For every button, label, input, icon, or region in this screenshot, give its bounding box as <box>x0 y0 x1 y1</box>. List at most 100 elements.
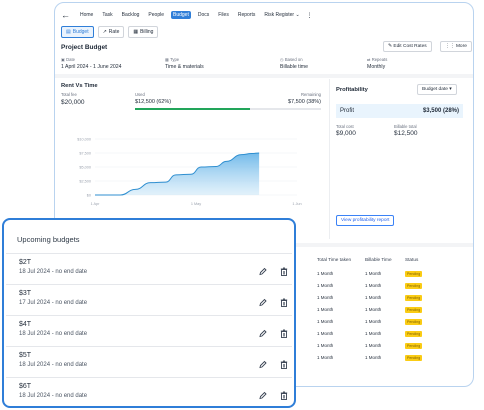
cell-total-time: 1 Month <box>317 307 334 312</box>
page-title: Project Budget <box>61 44 108 51</box>
budget-progress-fill <box>135 108 251 110</box>
chart-area <box>95 153 260 195</box>
subtab-budget[interactable]: ▤ Budget <box>61 26 94 38</box>
billable-total-label: Billable total <box>394 124 417 129</box>
cell-total-time: 1 Month <box>317 283 334 288</box>
type-icon: ▦ <box>165 57 169 62</box>
status-badge: Pending <box>405 355 423 361</box>
cell-total-time: 1 Month <box>317 355 334 360</box>
cell-billable-time: 1 Month <box>365 343 382 348</box>
table-row[interactable]: 1 Month 1 Month Pending <box>317 355 423 361</box>
table-row[interactable]: 1 Month 1 Month Pending <box>317 319 423 325</box>
meta-date-value: 1 April 2024 - 1 June 2024 <box>61 64 122 70</box>
total-fee-value: $20,000 <box>61 99 85 106</box>
delete-trash-icon[interactable] <box>280 263 288 276</box>
col-total-time: Total Time taken <box>317 257 352 262</box>
delete-trash-icon[interactable] <box>280 356 288 369</box>
edit-cost-rates-button[interactable]: ✎ Edit Cost Rates <box>383 41 432 52</box>
delete-trash-icon[interactable] <box>280 387 288 400</box>
subtab-rate[interactable]: ↗ Rate <box>97 26 125 38</box>
subtab-billing[interactable]: ▦ Billing <box>128 26 159 38</box>
cell-billable-time: 1 Month <box>365 283 382 288</box>
profitability-card: Profitability Budget date ▾ Profit $3,50… <box>329 79 470 239</box>
edit-pencil-icon[interactable] <box>259 294 267 307</box>
nav-docs[interactable]: Docs <box>197 12 210 18</box>
status-badge: Pending <box>405 295 423 301</box>
profit-value: $3,500 (28%) <box>422 108 459 114</box>
used-label: Used <box>135 92 145 97</box>
nav-people[interactable]: People <box>148 12 164 18</box>
nav-risk-register[interactable]: Risk Register ⌄ <box>264 12 300 18</box>
budget-date-range: 18 Jul 2024 - no end date <box>19 269 88 275</box>
edit-pencil-icon[interactable] <box>259 387 267 400</box>
table-row[interactable]: 1 Month 1 Month Pending <box>317 295 423 301</box>
meta-based-label: Based on <box>284 57 303 62</box>
subtab-rate-label: Rate <box>108 29 120 35</box>
subtab-budget-label: Budget <box>72 29 89 35</box>
budget-name: $4T <box>19 321 32 328</box>
cell-total-time: 1 Month <box>317 271 334 276</box>
nav-files[interactable]: Files <box>218 12 229 18</box>
col-status: Status <box>405 257 419 262</box>
total-cost-label: Total cost <box>336 124 354 129</box>
delete-trash-icon[interactable] <box>280 294 288 307</box>
status-badge: Pending <box>405 283 423 289</box>
repeat-icon: ⇄ <box>367 57 371 62</box>
y-tick-label: $7,500 <box>79 152 91 156</box>
cell-total-time: 1 Month <box>317 331 334 336</box>
edit-pencil-icon[interactable] <box>259 263 267 276</box>
budget-name: $5T <box>19 352 32 359</box>
calendar-icon: ▣ <box>61 57 65 62</box>
remaining-label: Remaining <box>300 92 321 97</box>
delete-trash-icon[interactable] <box>280 325 288 338</box>
more-vert-icon[interactable]: ⋮ <box>306 12 313 19</box>
nav-backlog[interactable]: Backlog <box>121 12 140 18</box>
nav-home[interactable]: Home <box>80 12 94 18</box>
col-billable-time: Billable Time <box>365 257 392 262</box>
cell-billable-time: 1 Month <box>365 295 382 300</box>
budget-date-dropdown[interactable]: Budget date ▾ <box>417 84 457 95</box>
cell-total-time: 1 Month <box>317 295 334 300</box>
nav-reports[interactable]: Reports <box>237 12 256 18</box>
clock-icon: ◷ <box>280 57 284 62</box>
nav-task[interactable]: Task <box>102 12 113 18</box>
cell-total-time: 1 Month <box>317 343 334 348</box>
upcoming-budget-item: $2T 18 Jul 2024 - no end date <box>6 253 292 283</box>
table-row[interactable]: 1 Month 1 Month Pending <box>317 343 423 349</box>
meta-date: ▣ Date 1 April 2024 - 1 June 2024 <box>61 57 122 70</box>
meta-repeats-label: Repeats <box>371 57 388 62</box>
billing-icon: ▦ <box>133 29 139 35</box>
budget-date-range: 18 Jul 2024 - no end date <box>19 362 88 368</box>
view-profitability-report-button[interactable]: View profitability report <box>336 215 395 226</box>
edit-pencil-icon[interactable] <box>259 325 267 338</box>
more-button[interactable]: ⋮⋮ More <box>440 41 472 52</box>
status-badge: Pending <box>405 271 423 277</box>
profitability-title: Profitability <box>336 87 368 93</box>
total-fee-label: Total fee <box>61 92 77 97</box>
billable-total-value: $12,500 <box>394 130 418 137</box>
cell-billable-time: 1 Month <box>365 307 382 312</box>
meta-type-label: Type <box>170 57 180 62</box>
table-row[interactable]: 1 Month 1 Month Pending <box>317 331 423 337</box>
remaining-value: $7,500 (38%) <box>287 99 321 105</box>
back-arrow-icon[interactable]: ← <box>61 9 70 20</box>
x-tick-label: 1 Jun <box>292 202 301 206</box>
meta-repeats-value: Monthly <box>367 64 386 70</box>
edit-cost-rates-label: Edit Cost Rates <box>393 44 427 49</box>
x-tick-label: 1 May <box>191 202 201 206</box>
edit-pencil-icon[interactable] <box>259 356 267 369</box>
upcoming-budget-item: $5T 18 Jul 2024 - no end date <box>6 346 292 376</box>
budget-date-range: 17 Jul 2024 - no end date <box>19 300 88 306</box>
rent-vs-time-chart: $10,000 $7,500 $5,000 $2,500 $01 Apr 1 May 1 J… <box>77 138 301 207</box>
cell-billable-time: 1 Month <box>365 271 382 276</box>
profit-row: Profit $3,500 (28%) <box>336 104 463 118</box>
table-header: Total Time taken Billable Time Status <box>317 257 435 262</box>
y-tick-label: $5,000 <box>79 166 91 170</box>
status-badge: Pending <box>405 331 423 337</box>
chart-line <box>95 152 260 196</box>
section-divider <box>55 74 473 78</box>
table-row[interactable]: 1 Month 1 Month Pending <box>317 271 423 277</box>
table-row[interactable]: 1 Month 1 Month Pending <box>317 283 423 289</box>
nav-budget[interactable]: Budget <box>171 11 191 19</box>
table-row[interactable]: 1 Month 1 Month Pending <box>317 307 423 313</box>
